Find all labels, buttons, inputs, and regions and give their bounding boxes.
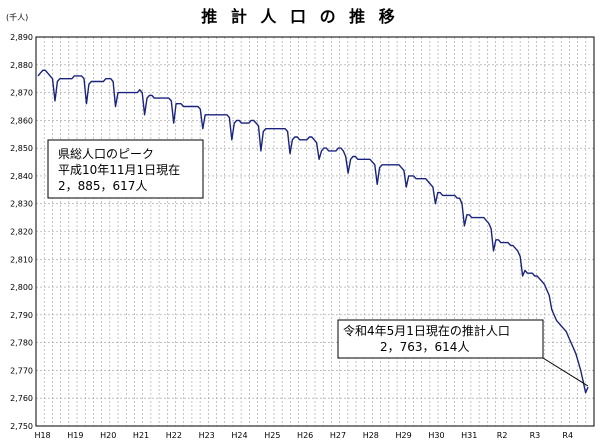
x-tick-label: R3 <box>530 431 541 440</box>
series-line <box>37 69 589 394</box>
x-tick-label: H30 <box>428 431 444 440</box>
x-tick-label: H31 <box>461 431 477 440</box>
peak-annotation-line-3: 2，885，617人 <box>58 179 147 193</box>
x-tick-label: H29 <box>396 431 412 440</box>
y-tick-label: 2,860 <box>10 116 33 125</box>
x-tick-label: H20 <box>100 431 116 440</box>
x-tick-label: H25 <box>264 431 280 440</box>
y-tick-label: 2,840 <box>10 172 33 181</box>
current-annotation-line-2: 2，763，614人 <box>380 340 469 354</box>
x-tick-label: H22 <box>166 431 182 440</box>
x-axis: H18 H19 H20 H21 H22 H23 H24 H25 H26 H27 H28 H29 H30 H… <box>34 431 573 440</box>
peak-annotation-line-1: 県総人口のピーク <box>58 147 154 161</box>
current-annotation-line-1: 令和4年5月1日現在の推計人口 <box>343 323 510 338</box>
y-tick-label: 2,760 <box>10 394 33 403</box>
x-tick-label: H23 <box>199 431 215 440</box>
y-tick-label: 2,780 <box>10 339 33 348</box>
y-tick-label: 2,830 <box>10 200 33 209</box>
y-tick-label: 2,850 <box>10 144 33 153</box>
x-tick-label: H27 <box>330 431 346 440</box>
chart-title: 推 計 人 口 の 推 移 <box>201 7 398 26</box>
grid-lines <box>36 37 594 426</box>
x-tick-label: H18 <box>34 431 50 440</box>
current-annotation-box <box>337 319 544 359</box>
y-tick-label: 2,870 <box>10 89 33 98</box>
peak-annotation-box <box>47 139 204 199</box>
y-tick-label: 2,750 <box>10 422 33 431</box>
x-tick-label: H26 <box>297 431 313 440</box>
plot-area <box>35 36 595 427</box>
x-tick-label: H24 <box>231 431 247 440</box>
y-tick-label: 2,770 <box>10 366 33 375</box>
x-tick-label: H28 <box>363 431 379 440</box>
x-tick-label: H19 <box>67 431 83 440</box>
y-axis: 2,750 2,760 2,770 2,780 2,790 2,800 2,810 2,820… <box>10 33 33 431</box>
y-tick-label: 2,890 <box>10 33 33 42</box>
x-tick-label: H21 <box>133 431 149 440</box>
y-tick-label: 2,810 <box>10 255 33 264</box>
peak-annotation-line-2: 平成10年11月1日現在 <box>58 163 180 177</box>
y-tick-label: 2,800 <box>10 283 33 292</box>
y-tick-label: 2,820 <box>10 228 33 237</box>
y-tick-label: 2,790 <box>10 311 33 320</box>
x-tick-label: R2 <box>497 431 508 440</box>
x-tick-label: R4 <box>562 431 573 440</box>
current-annotation: 令和4年5月1日現在の推計人口 2，763，614人 <box>337 319 589 387</box>
y-tick-label: 2,880 <box>10 61 33 70</box>
current-annotation-leader <box>542 357 589 387</box>
y-axis-unit: (千人) <box>6 12 28 22</box>
peak-annotation: 県総人口のピーク 平成10年11月1日現在 2，885，617人 <box>47 139 204 199</box>
